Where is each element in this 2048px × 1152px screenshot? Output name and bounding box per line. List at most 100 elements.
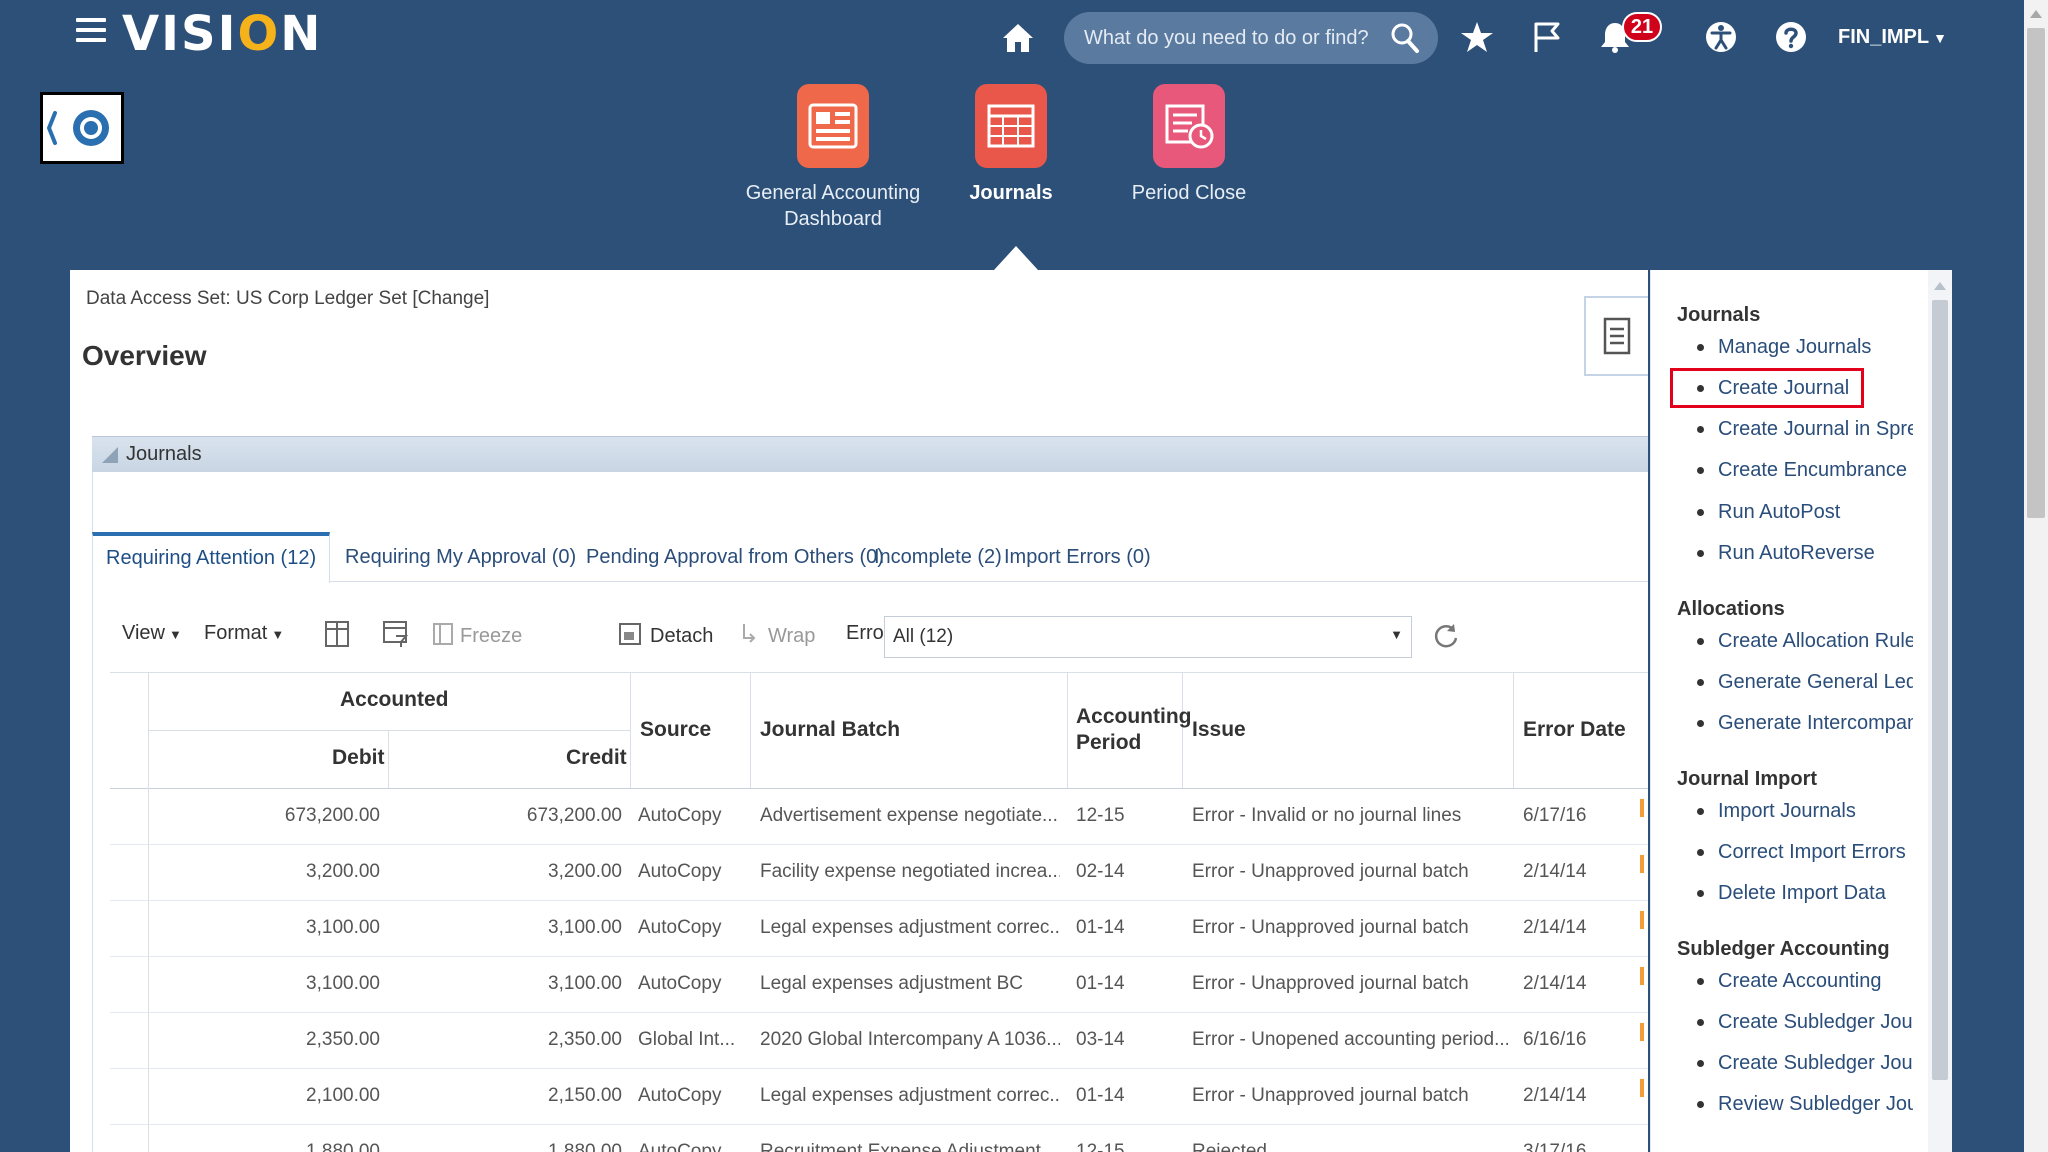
scroll-up-icon[interactable] bbox=[2030, 10, 2042, 18]
change-data-access-link[interactable]: [Change] bbox=[412, 288, 490, 309]
col-debit[interactable]: Debit bbox=[332, 746, 385, 769]
back-button[interactable] bbox=[40, 92, 124, 164]
task-review-subledger-journal[interactable]: Review Subledger Jour bbox=[1697, 1093, 1913, 1116]
global-search[interactable] bbox=[1064, 12, 1438, 64]
table-row[interactable]: 3,100.00 3,100.00 AutoCopy Legal expense… bbox=[110, 901, 1648, 957]
detach-button[interactable]: Detach bbox=[618, 622, 713, 648]
task-create-journal[interactable]: Create Journal bbox=[1697, 377, 1913, 400]
tasks-heading-journal-import: Journal Import bbox=[1677, 768, 1818, 790]
col-issue[interactable]: Issue bbox=[1192, 718, 1246, 741]
home-icon[interactable] bbox=[1000, 20, 1036, 56]
task-delete-import-data[interactable]: Delete Import Data bbox=[1697, 882, 1913, 905]
col-credit[interactable]: Credit bbox=[566, 746, 627, 769]
accessibility-icon[interactable] bbox=[1704, 20, 1738, 54]
journals-table: Accounted Debit Credit Source Journal Ba… bbox=[110, 672, 1648, 1152]
task-create-subledger-journal-1[interactable]: Create Subledger Jourr bbox=[1697, 1011, 1913, 1034]
format-menu[interactable]: Format ▼ bbox=[204, 622, 285, 644]
table-row[interactable]: 3,200.00 3,200.00 AutoCopy Facility expe… bbox=[110, 845, 1648, 901]
errors-filter-select[interactable]: All (12) ▼ bbox=[884, 616, 1412, 658]
help-icon[interactable] bbox=[1774, 20, 1808, 54]
table-toolbar: View ▼ Format ▼ Freeze Detach Wrap Errors … bbox=[110, 616, 1458, 658]
user-menu[interactable]: FIN_IMPL ▼ bbox=[1838, 26, 1947, 48]
tasks-panel-toggle[interactable] bbox=[1584, 296, 1648, 376]
tab-requiring-my-approval[interactable]: Requiring My Approval (0) bbox=[345, 546, 577, 568]
col-accounting-period[interactable]: Accounting Period bbox=[1076, 705, 1192, 754]
detach-icon bbox=[619, 623, 641, 645]
table-row[interactable]: 2,100.00 2,150.00 AutoCopy Legal expense… bbox=[110, 1069, 1648, 1125]
wrap-icon bbox=[743, 624, 756, 643]
tab-incomplete[interactable]: Incomplete (2) bbox=[874, 546, 1002, 568]
scrollbar-thumb[interactable] bbox=[2027, 28, 2045, 518]
col-journal-batch[interactable]: Journal Batch bbox=[760, 718, 901, 741]
refresh-icon[interactable] bbox=[1430, 620, 1462, 652]
hamburger-icon[interactable] bbox=[76, 18, 106, 44]
page-scrollbar[interactable] bbox=[2024, 0, 2048, 1152]
task-correct-import-errors[interactable]: Correct Import Errors bbox=[1697, 841, 1913, 864]
springboard-back-icon bbox=[46, 110, 109, 146]
vision-logo: VISION bbox=[122, 6, 323, 62]
chevron-down-icon: ▼ bbox=[1390, 627, 1403, 642]
table-row[interactable]: 673,200.00 673,200.00 AutoCopy Advertise… bbox=[110, 789, 1648, 845]
task-import-journals[interactable]: Import Journals bbox=[1697, 800, 1913, 823]
tab-import-errors[interactable]: Import Errors (0) bbox=[1004, 546, 1151, 568]
tasks-heading-journals: Journals bbox=[1677, 304, 1761, 326]
active-tile-pointer bbox=[994, 246, 1038, 270]
section-title: Journals bbox=[126, 443, 202, 465]
data-access-set: Data Access Set: US Corp Ledger Set [Cha… bbox=[86, 288, 490, 309]
columns-icon[interactable] bbox=[324, 620, 350, 648]
tab-requiring-attention[interactable]: Requiring Attention (12) bbox=[92, 532, 331, 583]
row-status-marker bbox=[1640, 1023, 1644, 1041]
overview-panel: Data Access Set: US Corp Ledger Set [Cha… bbox=[70, 270, 1648, 1152]
task-generate-intercompany-allocations[interactable]: Generate Intercompany bbox=[1697, 712, 1913, 735]
freeze-button[interactable]: Freeze bbox=[432, 622, 522, 648]
journal-tabs: Requiring Attention (12) Requiring My Ap… bbox=[92, 532, 1648, 583]
task-manage-journals[interactable]: Manage Journals bbox=[1697, 336, 1913, 359]
tasks-panel-scrollbar[interactable] bbox=[1928, 270, 1952, 1152]
task-create-encumbrance-journal[interactable]: Create Encumbrance Jo bbox=[1697, 459, 1913, 482]
scrollbar-thumb[interactable] bbox=[1932, 300, 1948, 1080]
star-icon[interactable] bbox=[1460, 20, 1494, 54]
freeze-icon bbox=[433, 623, 453, 645]
global-header: VISION 21 FIN_IMPL▼ bbox=[0, 0, 2048, 80]
caret-down-icon: ▼ bbox=[271, 627, 285, 642]
task-create-allocation-rules[interactable]: Create Allocation Rules bbox=[1697, 630, 1913, 653]
flag-icon[interactable] bbox=[1530, 20, 1564, 54]
task-generate-general-ledger-allocations[interactable]: Generate General Ledg bbox=[1697, 671, 1913, 694]
filter-icon[interactable] bbox=[382, 620, 408, 648]
table-row[interactable]: 1,880.00 1,880.00 AutoCopy Recruitment E… bbox=[110, 1125, 1648, 1152]
tile-label: Journals bbox=[969, 182, 1053, 204]
view-menu[interactable]: View ▼ bbox=[122, 622, 182, 644]
task-run-autopost[interactable]: Run AutoPost bbox=[1697, 501, 1913, 524]
scroll-up-icon[interactable] bbox=[1934, 282, 1946, 290]
table-row[interactable]: 2,350.00 2,350.00 Global Int... 2020 Glo… bbox=[110, 1013, 1648, 1069]
col-error-date[interactable]: Error Date bbox=[1523, 718, 1626, 741]
tasks-heading-allocations: Allocations bbox=[1677, 598, 1785, 620]
col-source[interactable]: Source bbox=[640, 718, 712, 741]
search-icon[interactable] bbox=[1390, 22, 1420, 54]
task-create-subledger-journal-2[interactable]: Create Subledger Jourr bbox=[1697, 1052, 1913, 1075]
journals-section-header[interactable]: Journals bbox=[92, 436, 1648, 472]
row-status-marker bbox=[1640, 967, 1644, 985]
dashboard-icon bbox=[797, 84, 869, 168]
search-input[interactable] bbox=[1084, 24, 1374, 52]
wrap-button[interactable]: Wrap bbox=[740, 622, 815, 648]
notification-count-badge[interactable]: 21 bbox=[1622, 12, 1662, 42]
tile-label: General Accounting Dashboard bbox=[745, 182, 921, 230]
app-general-accounting-dashboard[interactable]: General Accounting Dashboard bbox=[733, 84, 933, 232]
row-status-marker bbox=[1640, 855, 1644, 873]
app-journals[interactable]: Journals bbox=[911, 84, 1111, 206]
row-status-marker bbox=[1640, 799, 1644, 817]
app-period-close[interactable]: Period Close bbox=[1089, 84, 1289, 206]
row-status-marker bbox=[1640, 911, 1644, 929]
caret-down-icon: ▼ bbox=[169, 627, 182, 642]
task-run-autoreverse[interactable]: Run AutoReverse bbox=[1697, 542, 1913, 565]
collapse-triangle-icon[interactable] bbox=[102, 447, 118, 463]
table-row[interactable]: 3,100.00 3,100.00 AutoCopy Legal expense… bbox=[110, 957, 1648, 1013]
col-accounted-group: Accounted bbox=[340, 688, 449, 711]
tasks-heading-subledger-accounting: Subledger Accounting bbox=[1677, 938, 1890, 960]
task-create-accounting[interactable]: Create Accounting bbox=[1697, 970, 1913, 993]
task-create-journal-in-spreadsheet[interactable]: Create Journal in Sprea bbox=[1697, 418, 1913, 441]
tab-pending-approval-from-others[interactable]: Pending Approval from Others (0) bbox=[586, 546, 884, 568]
tasks-panel: Journals Manage Journals Create Journal … bbox=[1650, 270, 1952, 1152]
journals-icon bbox=[975, 84, 1047, 168]
